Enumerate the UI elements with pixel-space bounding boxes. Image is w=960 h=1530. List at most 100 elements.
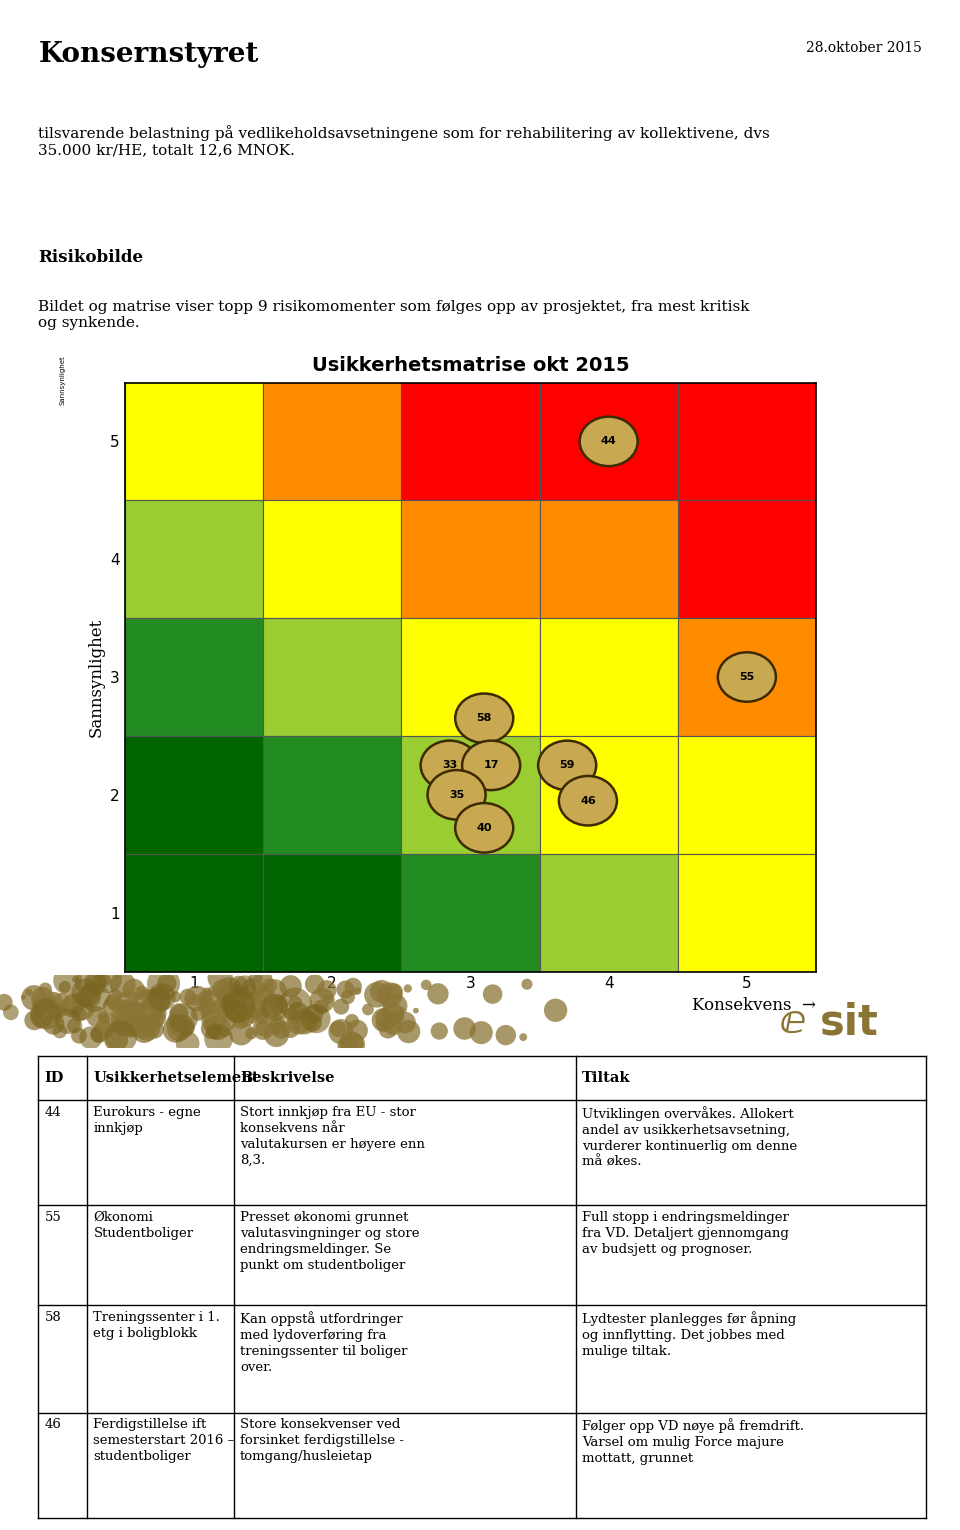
Point bbox=[152, 1001, 167, 1025]
Point bbox=[224, 982, 239, 1007]
Point bbox=[395, 998, 410, 1022]
Point bbox=[120, 988, 135, 1013]
Point bbox=[204, 990, 219, 1014]
Text: 46: 46 bbox=[580, 796, 596, 806]
Point bbox=[67, 1013, 83, 1037]
Text: Ferdigstillelse ift
semesterstart 2016 –
studentboliger: Ferdigstillelse ift semesterstart 2016 –… bbox=[93, 1418, 234, 1463]
Point bbox=[168, 1017, 183, 1042]
Point bbox=[305, 1010, 321, 1034]
Point bbox=[397, 1010, 413, 1034]
Point bbox=[267, 994, 282, 1019]
Text: Full stopp i endringsmeldinger
fra VD. Detaljert gjennomgang
av budsjett og prog: Full stopp i endringsmeldinger fra VD. D… bbox=[582, 1210, 789, 1256]
Circle shape bbox=[420, 741, 479, 789]
Point bbox=[176, 1007, 191, 1031]
Point bbox=[132, 1010, 148, 1034]
Point bbox=[47, 1001, 62, 1025]
Point bbox=[297, 1010, 312, 1034]
Point bbox=[292, 1010, 307, 1034]
Point bbox=[200, 994, 215, 1019]
Point bbox=[113, 1025, 129, 1050]
Bar bbox=[540, 618, 678, 736]
Point bbox=[206, 1019, 222, 1043]
Point bbox=[229, 999, 245, 1024]
Point bbox=[108, 984, 123, 1008]
Text: Risikobilde: Risikobilde bbox=[38, 249, 143, 266]
Point bbox=[60, 968, 75, 993]
Point bbox=[548, 998, 564, 1022]
Point bbox=[262, 973, 277, 998]
Point bbox=[516, 1025, 531, 1050]
Bar bbox=[263, 736, 401, 854]
Point bbox=[120, 1007, 135, 1031]
Point bbox=[245, 978, 260, 1002]
Point bbox=[127, 999, 142, 1024]
Point bbox=[220, 991, 235, 1016]
Circle shape bbox=[427, 770, 486, 820]
Text: 28.oktober 2015: 28.oktober 2015 bbox=[805, 41, 922, 55]
Point bbox=[386, 1008, 401, 1033]
Point bbox=[171, 1017, 186, 1042]
Point bbox=[247, 1004, 262, 1028]
Point bbox=[223, 991, 238, 1016]
Point bbox=[321, 987, 336, 1011]
Point bbox=[245, 1007, 260, 1031]
Point bbox=[307, 972, 323, 996]
Point bbox=[333, 1019, 348, 1043]
Point bbox=[69, 985, 84, 1010]
Point bbox=[401, 1019, 417, 1043]
Text: Eurokurs - egne
innkjøp: Eurokurs - egne innkjøp bbox=[93, 1106, 202, 1135]
Text: Følger opp VD nøye på fremdrift.
Varsel om mulig Force majure
mottatt, grunnet: Følger opp VD nøye på fremdrift. Varsel … bbox=[582, 1418, 804, 1466]
Point bbox=[290, 1001, 305, 1025]
Point bbox=[36, 987, 51, 1011]
Point bbox=[179, 1010, 194, 1034]
Point bbox=[168, 1011, 183, 1036]
Point bbox=[382, 982, 397, 1007]
Point bbox=[238, 988, 253, 1013]
Point bbox=[115, 1014, 131, 1039]
Point bbox=[31, 1002, 46, 1027]
Point bbox=[154, 985, 169, 1010]
Text: Stort innkjøp fra EU - stor
konsekvens når
valutakursen er høyere enn
8,3.: Stort innkjøp fra EU - stor konsekvens n… bbox=[240, 1106, 425, 1167]
Point bbox=[265, 996, 280, 1021]
Point bbox=[108, 1028, 124, 1053]
Point bbox=[123, 1016, 138, 1040]
Point bbox=[83, 970, 98, 994]
Point bbox=[106, 990, 121, 1014]
Bar bbox=[263, 618, 401, 736]
Point bbox=[124, 1016, 139, 1040]
Point bbox=[71, 1002, 86, 1027]
Point bbox=[197, 1002, 212, 1027]
Text: Konsernstyret: Konsernstyret bbox=[38, 41, 259, 67]
Point bbox=[376, 1008, 392, 1033]
Point bbox=[147, 1017, 162, 1042]
Point bbox=[143, 998, 158, 1022]
Bar bbox=[38, 1412, 926, 1518]
Point bbox=[52, 1019, 67, 1043]
Point bbox=[34, 1004, 49, 1028]
Text: 44: 44 bbox=[601, 436, 616, 447]
Point bbox=[187, 987, 203, 1011]
Point bbox=[199, 993, 214, 1017]
Point bbox=[246, 999, 261, 1024]
Point bbox=[330, 1016, 346, 1040]
Circle shape bbox=[718, 652, 776, 702]
Point bbox=[138, 982, 154, 1007]
Text: Store konsekvenser ved
forsinket ferdigstillelse -
tomgang/husleietap: Store konsekvenser ved forsinket ferdigs… bbox=[240, 1418, 404, 1463]
Point bbox=[269, 1022, 284, 1047]
Point bbox=[203, 1008, 218, 1033]
Point bbox=[82, 984, 97, 1008]
Bar bbox=[38, 1206, 926, 1305]
Text: 46: 46 bbox=[44, 1418, 61, 1431]
Point bbox=[180, 1016, 196, 1040]
Point bbox=[97, 1007, 112, 1031]
Bar bbox=[401, 500, 540, 618]
Circle shape bbox=[559, 776, 617, 826]
Point bbox=[387, 979, 402, 1004]
Text: 44: 44 bbox=[44, 1106, 61, 1118]
Point bbox=[54, 990, 69, 1014]
Text: 33: 33 bbox=[442, 760, 457, 771]
Point bbox=[349, 1019, 365, 1043]
Point bbox=[68, 967, 84, 991]
Bar bbox=[263, 382, 401, 500]
Text: 40: 40 bbox=[476, 823, 492, 832]
